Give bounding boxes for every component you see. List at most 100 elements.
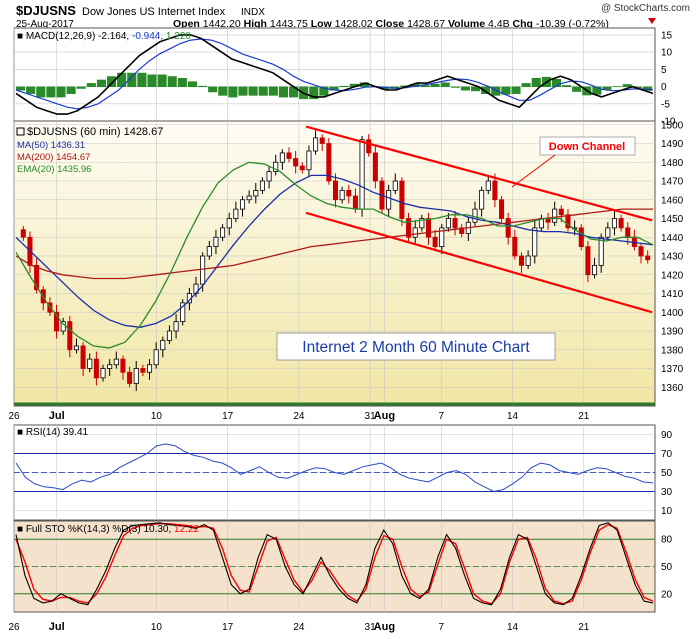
candle-body — [166, 330, 172, 341]
y-tick-label: 1410 — [661, 289, 684, 300]
candle-body — [419, 218, 425, 229]
histogram-bar — [309, 86, 319, 100]
sto-k-line — [15, 522, 654, 606]
candle-body — [492, 180, 498, 201]
candle-body — [645, 255, 651, 261]
histogram-bar — [491, 86, 501, 96]
histogram-bar — [137, 72, 147, 88]
histogram-bar — [521, 83, 531, 88]
x-tick-label: 10 — [151, 411, 163, 422]
macd-legend-part: ■ — [17, 31, 26, 42]
candle-body — [313, 137, 319, 152]
chart-title-box — [276, 332, 556, 361]
candle-body — [518, 255, 525, 266]
candle-body — [592, 264, 598, 276]
ohlc-value: 1428.67 — [404, 18, 445, 30]
candle-body — [399, 180, 405, 219]
candle-body — [80, 345, 86, 369]
down-channel-label: Down Channel — [549, 141, 625, 153]
histogram-bar — [187, 81, 197, 88]
y-tick-label: 1500 — [661, 120, 684, 131]
sto-legend: ■ Full STO %K(14,3) %D(3) 10.30, 12.22 — [17, 524, 200, 535]
x-tick-label: 26 — [8, 411, 20, 422]
ohlc-label: Low — [308, 18, 333, 30]
histogram-bar — [228, 86, 238, 98]
candle-body — [34, 264, 40, 291]
histogram-bar — [198, 85, 208, 88]
trendline — [305, 211, 653, 314]
candle-body — [578, 227, 584, 248]
histogram-bar — [471, 86, 481, 92]
ma-line — [15, 161, 654, 349]
histogram-bar — [16, 86, 26, 91]
candle-body — [406, 218, 412, 238]
ohlc-value: -10.39 (-0.72%) — [533, 18, 609, 30]
candle-body — [532, 227, 538, 257]
candle-body — [173, 321, 179, 332]
histogram-bar — [531, 77, 541, 88]
ma-legend: MA(50) 1436.31 — [17, 140, 85, 151]
histogram-bar — [26, 86, 36, 94]
candle-legend-icon — [16, 127, 25, 136]
histogram-bar — [56, 86, 66, 98]
candle-body — [472, 208, 478, 223]
y-tick-label: 1480 — [661, 158, 684, 169]
candle-body — [140, 368, 146, 373]
histogram-bar — [420, 85, 430, 88]
ohlc-value: 1428.02 — [332, 18, 373, 30]
candle-body — [233, 208, 239, 219]
y-tick-label: 1430 — [661, 252, 684, 263]
y-tick-label: 1390 — [661, 327, 684, 338]
y-tick-label: 1400 — [661, 308, 684, 319]
x-tick-label: 21 — [578, 411, 590, 422]
histogram-bar — [96, 79, 106, 88]
histogram-bar — [147, 74, 157, 88]
price-legend: $DJUSNS (60 min) 1428.67 — [27, 126, 163, 138]
rsi-panel: 90 70 50 30 10 ■ RSI(14) 39.41 — [13, 424, 673, 521]
histogram-bar — [622, 84, 632, 88]
candle-body — [625, 227, 631, 238]
candle-body — [259, 180, 265, 191]
x-tick-label: 14 — [507, 622, 519, 633]
candle-body — [200, 255, 206, 285]
ohlc-label: Chg — [510, 18, 533, 30]
date-label: 25-Aug-2017 — [16, 19, 74, 30]
candle-body — [479, 189, 485, 210]
sto-d-line — [15, 523, 654, 605]
x-tick-label: 14 — [507, 411, 519, 422]
candle-body — [598, 236, 604, 266]
histogram-bar — [450, 86, 460, 88]
candle-body — [246, 195, 252, 201]
y-tick-label: 90 — [661, 430, 673, 441]
y-tick-label: 70 — [661, 449, 673, 460]
trendline — [305, 125, 653, 222]
stochastic-panel: 80 50 20 ■ Full STO %K(14,3) %D(3) 10.30, 1… — [13, 520, 673, 613]
candle-body — [213, 236, 219, 248]
candle-body — [505, 218, 511, 238]
sto-legend-part: 12.22 — [174, 524, 199, 535]
y-tick-label: 50 — [661, 562, 673, 573]
candle-body — [499, 199, 505, 219]
histogram-bar — [238, 86, 248, 96]
signal-line — [15, 38, 654, 110]
candle-body — [605, 227, 611, 238]
rsi-line — [15, 443, 654, 493]
candle-body — [54, 311, 60, 332]
candle-body — [120, 358, 126, 373]
x-tick-label: Jul — [49, 621, 65, 633]
y-tick-label: 1380 — [661, 345, 684, 356]
sto-legend-part: 10.30, — [143, 524, 174, 535]
y-tick-label: -5 — [661, 99, 670, 110]
histogram-bar — [66, 86, 76, 94]
histogram-bar — [218, 86, 228, 96]
ohlc-label: Volume — [445, 18, 485, 30]
ma-legend: MA(200) 1454.67 — [17, 152, 90, 163]
candle-body — [319, 137, 325, 144]
candle-body — [133, 368, 139, 384]
index-name: Dow Jones US Internet Index — [82, 6, 226, 18]
histogram-bar — [208, 86, 218, 93]
y-tick-label: 1440 — [661, 233, 684, 244]
candle-body — [386, 189, 392, 210]
x-tick-label: 24 — [293, 411, 305, 422]
